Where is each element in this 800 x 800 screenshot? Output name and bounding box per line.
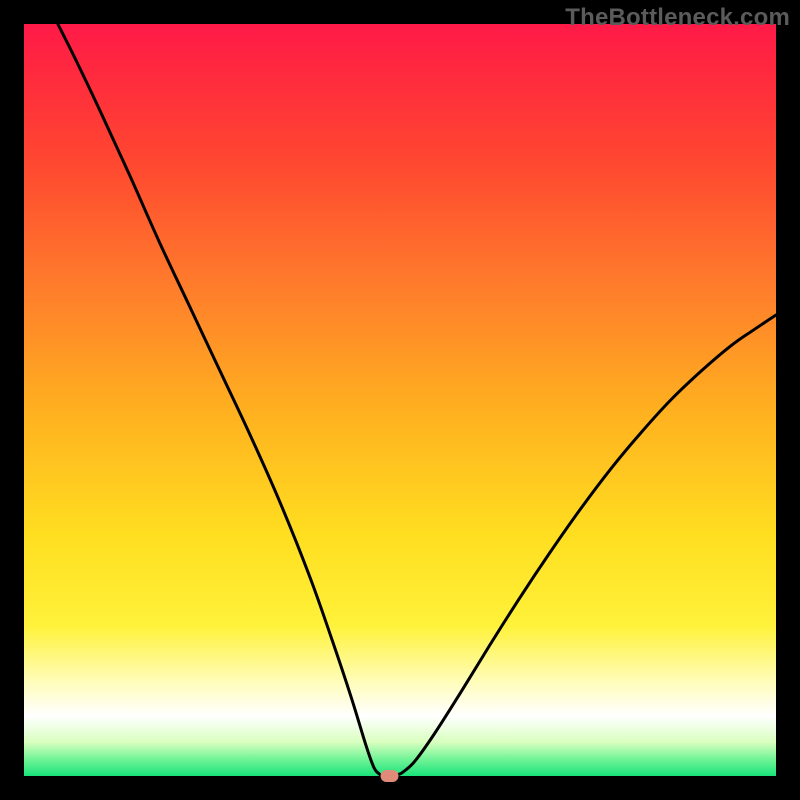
bottleneck-chart <box>0 0 800 800</box>
plot-background <box>24 24 776 776</box>
watermark-text: TheBottleneck.com <box>565 4 790 32</box>
stage: TheBottleneck.com <box>0 0 800 800</box>
optimal-marker <box>381 770 399 782</box>
